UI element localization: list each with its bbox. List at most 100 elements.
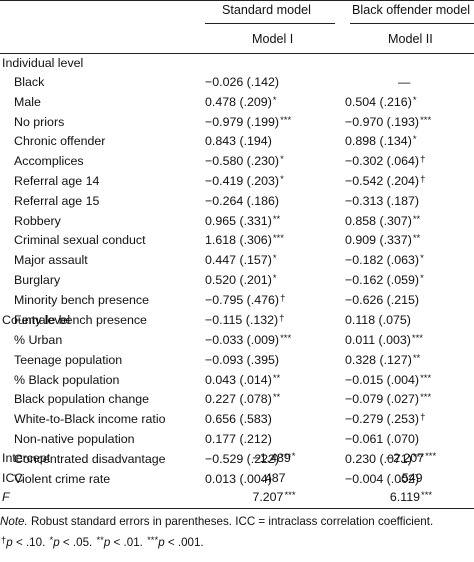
model1-cell: 0.043 (.014)**: [205, 373, 280, 387]
model2-value: −2.207: [385, 451, 425, 465]
note-prefix: Note.: [0, 515, 28, 528]
row-label: Robbery: [14, 213, 61, 228]
model2-value: −0.626 (.215): [345, 292, 420, 307]
table-row: Referral age 15 −0.264 (.186) −0.313 (.187…: [0, 194, 474, 214]
model1-value: 7.207: [252, 490, 284, 505]
table-bottom-rule: [0, 508, 474, 509]
model2-significance: *: [420, 273, 424, 284]
row-label: Intercept: [2, 451, 51, 465]
model2-cell: −0.626 (.215): [345, 293, 420, 307]
model2-cell: 0.230 (.071)***: [345, 452, 424, 466]
table-row: Robbery 0.965 (.331)** 0.858 (.307)**: [0, 214, 474, 234]
row-label: ICC: [2, 470, 24, 485]
model2-cell: 0.011 (.003)***: [345, 333, 423, 347]
model2-cell: −0.015 (.004)***: [345, 373, 431, 387]
row-label: Criminal sexual conduct: [14, 233, 146, 248]
model1-value: 0.520 (.201): [205, 273, 272, 287]
section-individual: Individual level: [0, 56, 474, 76]
table-row: Burglary 0.520 (.201)* −0.162 (.059)*: [0, 273, 474, 293]
model2-value: 0.858 (.307): [345, 213, 412, 228]
model1-significance: **: [272, 213, 281, 225]
model1-cell: −0.419 (.203)*: [205, 174, 284, 188]
table-note: Note. Robust standard errors in parenthe…: [0, 515, 433, 528]
model1-value: 0.177 (.212): [205, 432, 272, 446]
note-t3: < .01.: [110, 536, 147, 549]
model2-cell: .549: [343, 471, 474, 485]
table-row: Male 0.478 (.209)* 0.504 (.216)*: [0, 95, 474, 115]
model2-significance: *: [412, 134, 417, 146]
model1-cell: 0.520 (.201)*: [205, 273, 277, 287]
model2-value: 0.909 (.337): [345, 233, 412, 248]
model1-cell: −0.979 (.199)***: [205, 115, 291, 129]
model1-cell: 7.207***: [206, 490, 342, 504]
model1-value: 0.965 (.331): [205, 213, 272, 228]
model1-value: −0.580 (.230): [205, 154, 280, 169]
top-rule: [0, 0, 474, 1]
model2-cell: 0.858 (.307)**: [345, 214, 420, 228]
model2-cell: −2.207***: [343, 451, 474, 465]
model2-value: 0.898 (.134): [345, 134, 412, 149]
row-label: Burglary: [14, 273, 61, 287]
row-label: Female bench presence: [14, 312, 147, 327]
model2-cell: 0.504 (.216)*: [345, 95, 417, 109]
table-row: Referral age 14 −0.419 (.203)* −0.542 (.20…: [0, 174, 474, 194]
model1-significance: ***: [284, 490, 296, 502]
table-row: No priors −0.979 (.199)*** −0.970 (.193)**…: [0, 115, 474, 135]
model1-cell: 0.013 (.004): [205, 472, 273, 486]
model1-significance: ***: [272, 233, 284, 245]
note-dagger: †: [1, 535, 7, 546]
model2-significance: †: [420, 154, 426, 166]
standard-model-header: Standard model: [222, 3, 311, 17]
model2-cell: −0.079 (.027)***: [345, 392, 431, 406]
model2-value: −0.015 (.004): [345, 372, 420, 387]
note-t4: < .001.: [164, 536, 204, 549]
section-county-label: County level: [2, 313, 71, 327]
model2-header: Model II: [388, 32, 433, 46]
model2-significance: *: [412, 94, 417, 106]
table-row: ICC .487 .549: [0, 471, 474, 491]
section-county: County level: [0, 313, 474, 333]
table-row: Non-native population 0.177 (.212) −0.061 …: [0, 432, 474, 452]
model1-value: −0.033 (.009): [205, 333, 280, 347]
row-label: F: [2, 490, 10, 505]
table-row: Concentrated disadvantage −0.529 (.222)**…: [0, 452, 474, 472]
model1-value: 1.618 (.306): [205, 233, 272, 248]
model2-value: −0.162 (.059): [345, 273, 420, 287]
model2-value: 0.504 (.216): [345, 94, 412, 109]
model2-value: −0.542 (.204): [345, 174, 420, 188]
model2-cell: −0.302 (.064)†: [345, 154, 425, 168]
model2-cell: 6.119***: [343, 490, 474, 504]
table-row: % Black population 0.043 (.014)** −0.015 (…: [0, 373, 474, 393]
model2-value: −0.182 (.063): [345, 253, 420, 268]
model2-header-rule: [350, 23, 474, 24]
model2-value: −0.061 (.070): [345, 432, 420, 446]
model2-cell: −0.182 (.063)*: [345, 253, 424, 267]
model2-significance: ***: [420, 392, 432, 404]
model1-value: 0.013 (.004): [205, 471, 272, 486]
note-t1: < .10.: [12, 536, 49, 549]
model1-cell: 0.965 (.331)**: [205, 214, 280, 228]
table-row: % Urban −0.033 (.009)*** 0.011 (.003)***: [0, 333, 474, 353]
model2-value: −0.970 (.193): [345, 114, 420, 129]
table-row: White-to-Black income ratio 0.656 (.583) −…: [0, 412, 474, 432]
table-row: Violent crime rate 0.013 (.004) −0.004 (.0…: [0, 472, 474, 492]
row-label: Male: [14, 94, 41, 109]
model2-value: —: [398, 75, 411, 89]
model1-value: −0.115 (.132): [205, 312, 279, 327]
model1-significance: *: [272, 273, 277, 284]
model2-significance: **: [412, 233, 421, 245]
row-label: Major assault: [14, 253, 88, 268]
model2-significance: ***: [420, 372, 432, 384]
model1-significance: *: [280, 154, 284, 166]
model2-cell: −0.004 (.002): [345, 472, 420, 486]
row-label: Minority bench presence: [14, 292, 149, 307]
model2-value: −0.004 (.002): [345, 471, 420, 486]
model2-significance: ***: [420, 114, 432, 126]
table-row: Black population change 0.227 (.078)** −0.…: [0, 392, 474, 412]
model1-cell: −0.033 (.009)***: [205, 333, 291, 347]
note-t2: < .05.: [59, 536, 96, 549]
model2-cell: —: [398, 75, 411, 89]
model2-cell: −0.542 (.204)†: [345, 174, 425, 188]
row-label: Black: [14, 75, 45, 89]
row-label: White-to-Black income ratio: [14, 412, 166, 427]
